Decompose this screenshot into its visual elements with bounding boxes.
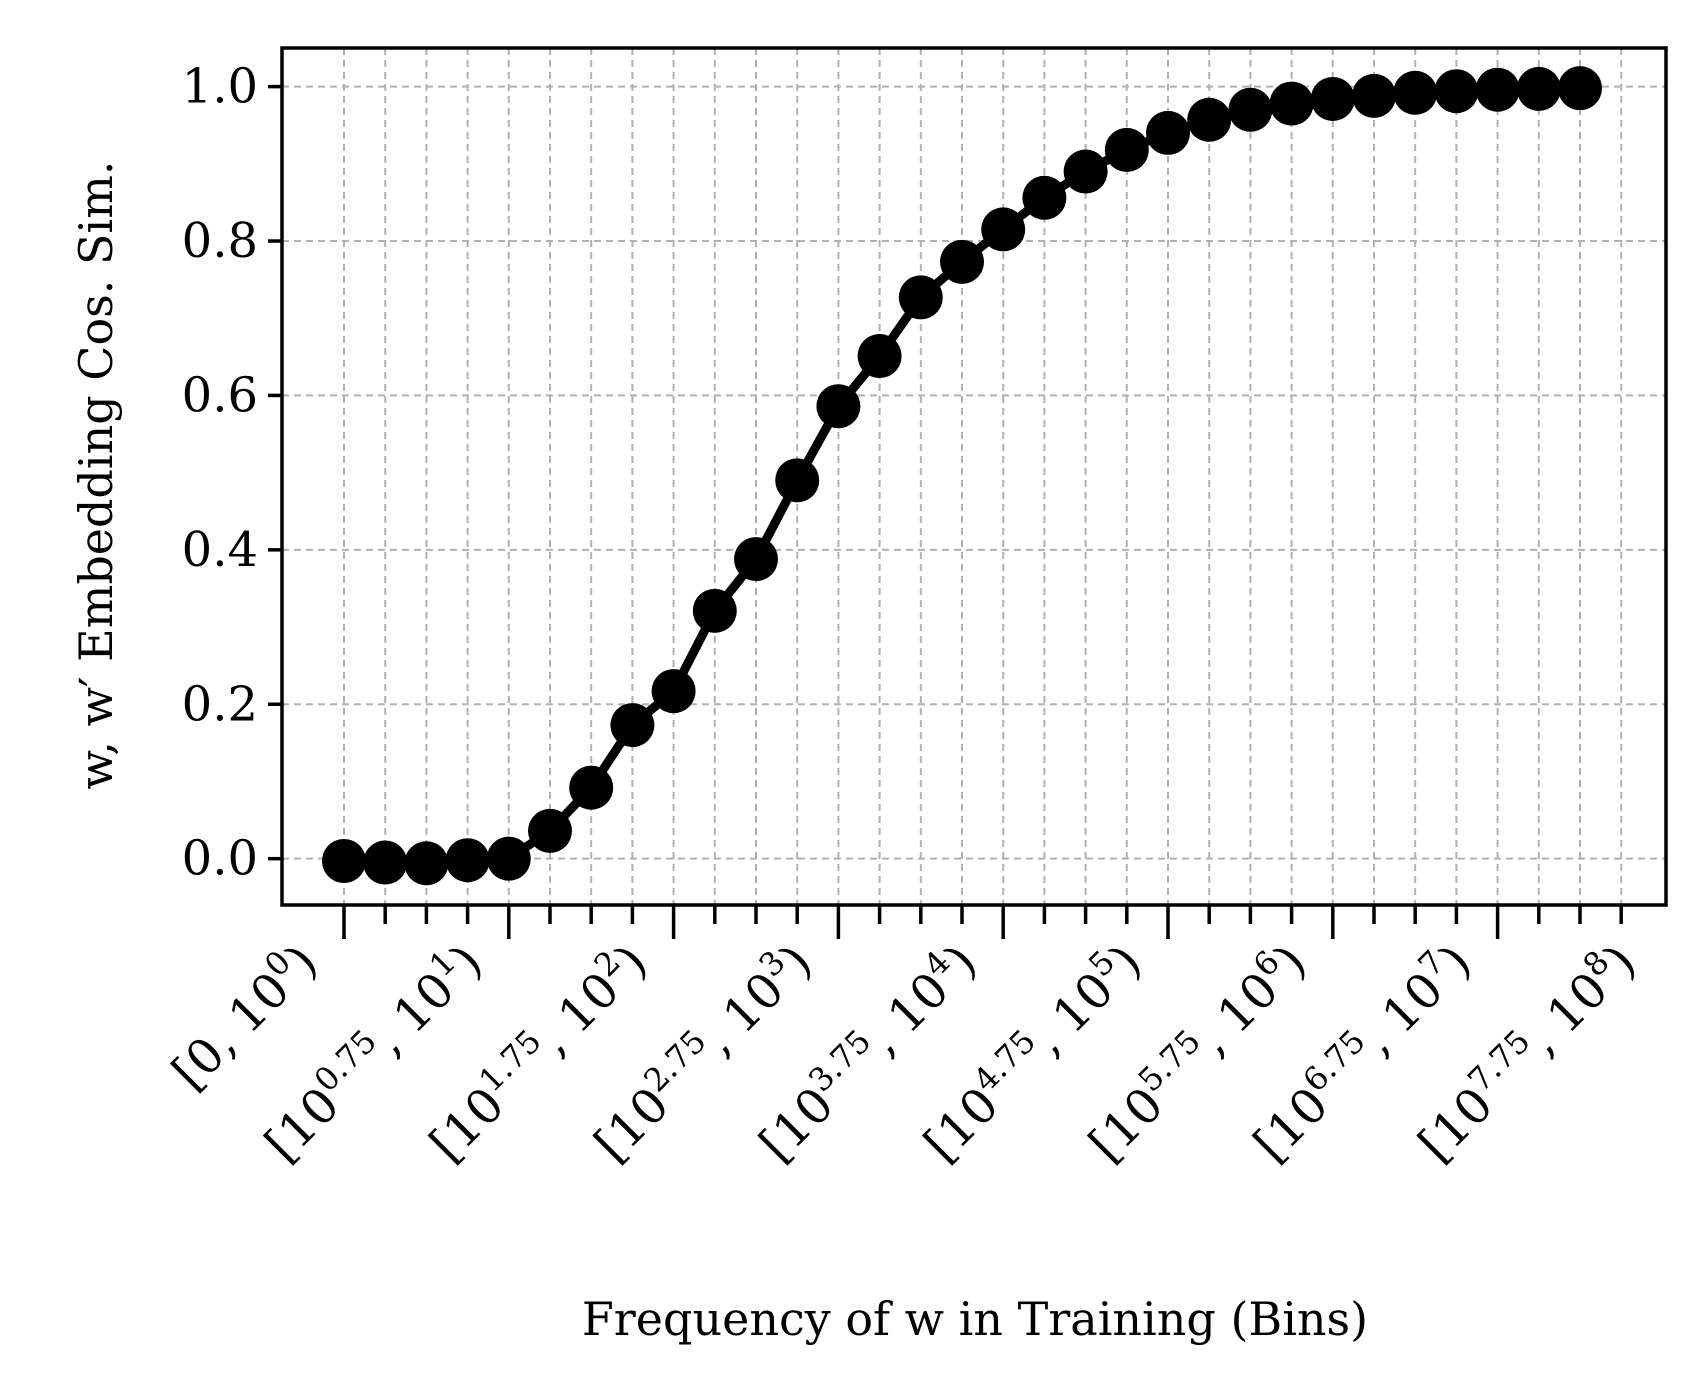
data-point bbox=[857, 334, 902, 379]
data-point bbox=[816, 384, 861, 429]
data-point bbox=[1516, 66, 1561, 111]
x-axis-title: Frequency of w in Training (Bins) bbox=[582, 1292, 1368, 1346]
data-point bbox=[404, 841, 449, 886]
data-point bbox=[692, 588, 737, 633]
data-point bbox=[1063, 149, 1108, 194]
y-tick-label: 0.6 bbox=[182, 367, 258, 423]
data-point bbox=[1146, 110, 1190, 155]
x-axis-ticks bbox=[342, 905, 1623, 939]
data-point bbox=[445, 838, 490, 883]
data-point bbox=[651, 669, 696, 714]
data-point bbox=[363, 840, 408, 885]
y-tick-label: 0.2 bbox=[182, 676, 258, 732]
x-tick-label: [0, 100​) bbox=[157, 930, 328, 1101]
data-point bbox=[981, 207, 1026, 252]
data-point bbox=[528, 808, 572, 853]
data-point bbox=[1228, 87, 1273, 132]
x-tick-label: [106.75​, 107​) bbox=[1239, 930, 1482, 1173]
data-point bbox=[775, 458, 820, 503]
y-tick-label: 0.0 bbox=[182, 831, 258, 887]
plot-frame bbox=[280, 46, 1668, 907]
data-point bbox=[1022, 175, 1067, 220]
y-axis-ticks bbox=[268, 84, 282, 861]
data-point bbox=[1310, 76, 1355, 121]
data-point bbox=[940, 239, 984, 284]
data-point bbox=[1269, 81, 1314, 126]
series-points bbox=[322, 66, 1602, 886]
grid-lines bbox=[282, 48, 1666, 905]
y-tick-label: 0.8 bbox=[182, 213, 258, 269]
x-tick-labels: [0, 100​)[100.75​, 101​)[101.75​, 102​)[… bbox=[157, 930, 1647, 1173]
data-point bbox=[1393, 70, 1438, 115]
tick-base: [0, 10 bbox=[162, 962, 301, 1101]
data-point bbox=[1434, 69, 1479, 114]
data-point bbox=[1558, 66, 1602, 111]
data-point bbox=[898, 275, 943, 320]
data-point bbox=[322, 838, 366, 883]
data-point bbox=[486, 836, 531, 881]
data-point bbox=[1475, 67, 1520, 112]
data-point bbox=[1104, 127, 1149, 172]
data-point bbox=[1352, 73, 1396, 118]
data-point bbox=[610, 703, 655, 748]
y-tick-label: 1.0 bbox=[182, 59, 258, 115]
data-point bbox=[569, 765, 614, 810]
y-axis-title: w, w′ Embedding Cos. Sim. bbox=[69, 161, 123, 790]
data-point bbox=[1187, 97, 1232, 142]
data-point bbox=[734, 537, 778, 582]
y-tick-label: 0.4 bbox=[182, 522, 258, 578]
y-tick-labels: 0.0 0.2 0.4 0.6 0.8 1.0 bbox=[182, 59, 258, 887]
